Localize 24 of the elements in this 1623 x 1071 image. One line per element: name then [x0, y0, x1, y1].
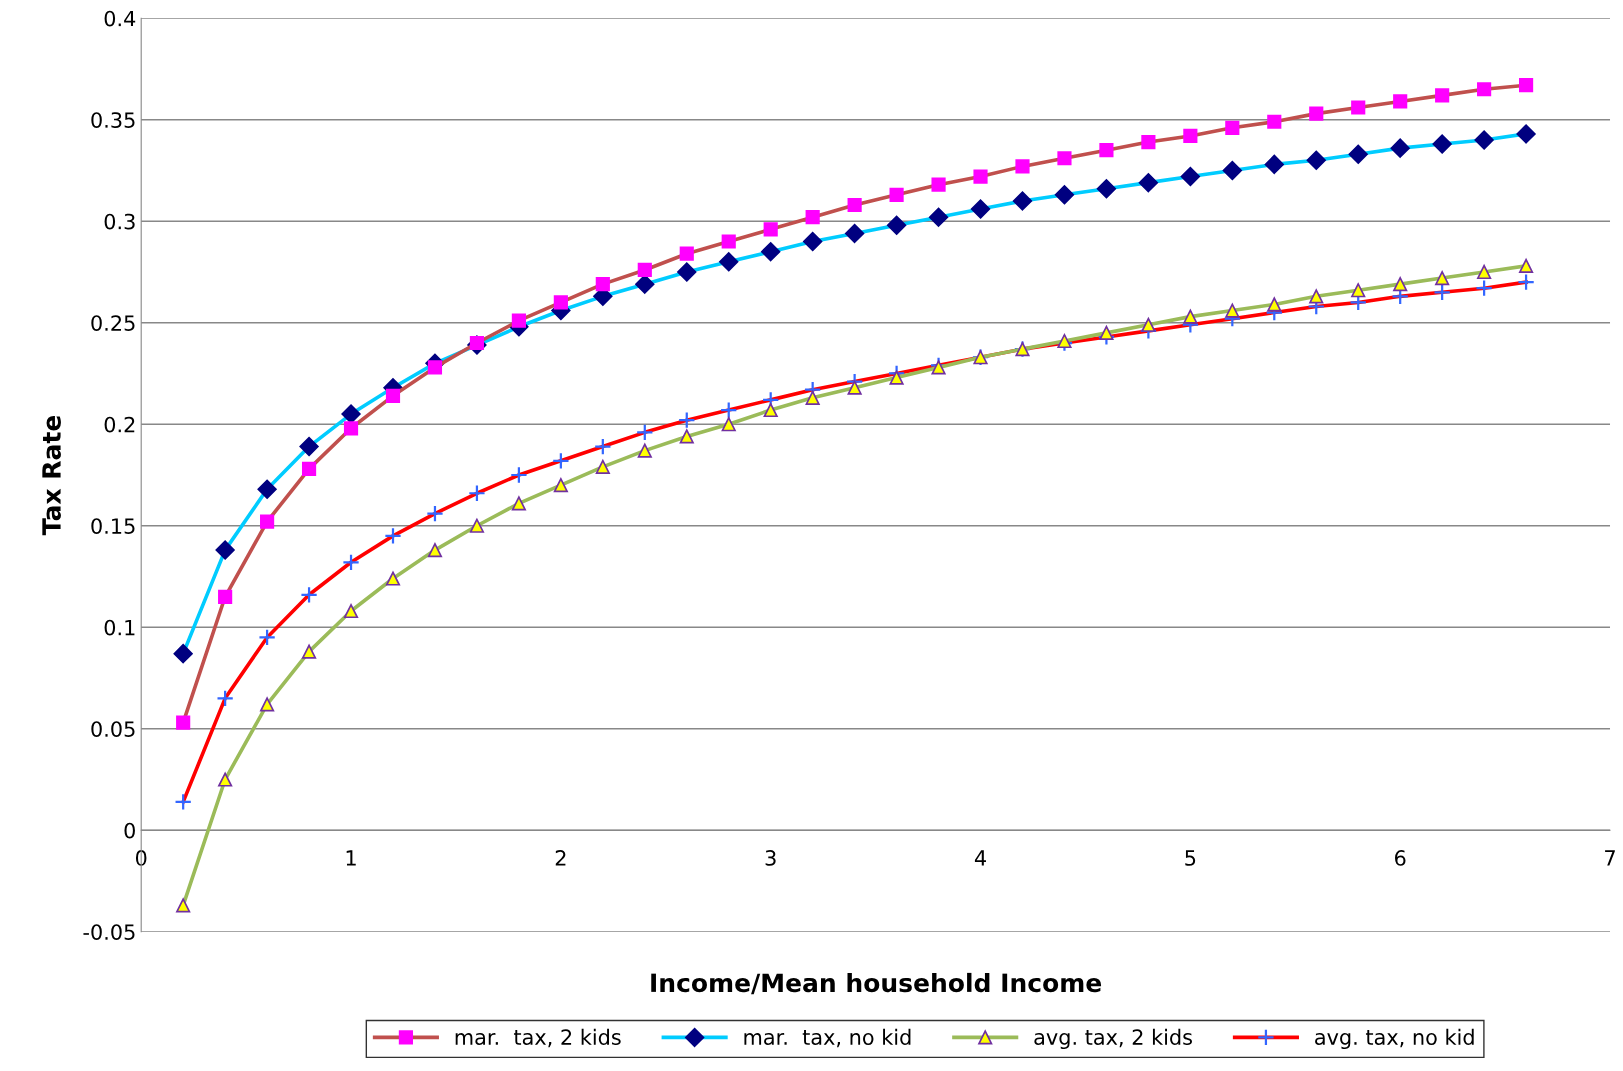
- y-tick-label: 0.05: [91, 721, 135, 737]
- x-tick-label: 3: [765, 850, 776, 866]
- x-tick-label: 5: [1185, 850, 1196, 866]
- x-tick-label: 0: [135, 850, 147, 866]
- x-axis-title: Income/Mean household Income: [651, 972, 1102, 995]
- y-tick-label: 0.35: [91, 112, 135, 128]
- legend-label: mar. tax, 2 kids: [455, 1028, 621, 1048]
- y-tick-label: 0.2: [104, 416, 135, 433]
- legend-label: avg. tax, 2 kids: [1034, 1028, 1192, 1050]
- legend-label: mar. tax, no kid: [744, 1028, 911, 1048]
- y-tick-label: 0.4: [104, 10, 136, 27]
- y-axis-title: Tax Rate: [42, 415, 61, 536]
- y-tick-label: -0.05: [83, 924, 135, 940]
- x-tick-label: 1: [346, 850, 356, 866]
- y-tick-label: 0: [124, 822, 135, 839]
- y-tick-label: 0.1: [104, 619, 135, 636]
- y-tick-label: 0.15: [91, 518, 135, 534]
- y-tick-label: 0.25: [91, 315, 135, 331]
- x-tick-label: 7: [1605, 850, 1615, 866]
- x-tick-label: 4: [974, 850, 986, 866]
- x-tick-label: 2: [555, 850, 566, 866]
- y-tick-label: 0.3: [104, 213, 135, 230]
- legend-label: avg. tax, no kid: [1315, 1028, 1474, 1050]
- x-tick-label: 6: [1395, 850, 1406, 866]
